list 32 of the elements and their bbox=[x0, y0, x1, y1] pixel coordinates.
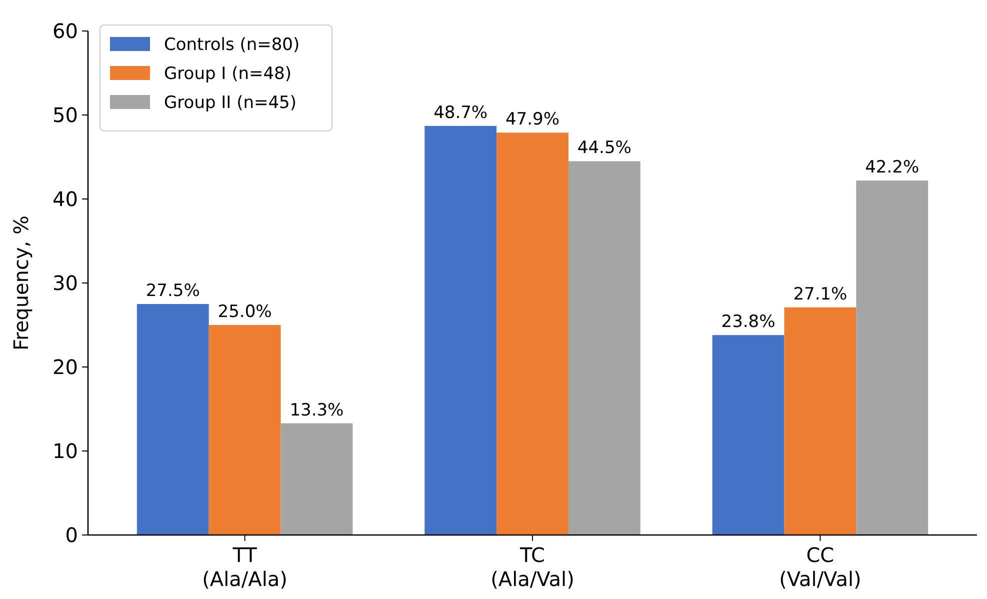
legend-label: Group II (n=45) bbox=[164, 92, 297, 113]
y-tick-label: 0 bbox=[65, 523, 78, 547]
bar bbox=[496, 132, 568, 535]
data-label: 25.0% bbox=[218, 302, 272, 322]
legend-label: Group I (n=48) bbox=[164, 64, 292, 84]
y-axis-title: Frequency, % bbox=[9, 215, 33, 351]
bar bbox=[568, 161, 640, 535]
x-tick-label: TT (Ala/Ala) bbox=[202, 543, 288, 591]
data-label: 42.2% bbox=[865, 158, 920, 178]
legend-label: Controls (n=80) bbox=[164, 34, 300, 55]
bar bbox=[280, 423, 353, 535]
data-label: 13.3% bbox=[290, 400, 344, 420]
x-tick-label: TC (Ala/Val) bbox=[490, 543, 574, 591]
bar bbox=[424, 126, 497, 535]
y-tick-label: 30 bbox=[52, 271, 78, 295]
y-tick-label: 60 bbox=[52, 19, 78, 43]
y-tick-label: 20 bbox=[52, 355, 78, 379]
data-label: 27.5% bbox=[146, 281, 200, 301]
bar bbox=[208, 325, 281, 535]
bar bbox=[856, 180, 928, 535]
bar bbox=[784, 307, 856, 535]
data-label: 48.7% bbox=[434, 102, 488, 123]
data-label: 27.1% bbox=[793, 284, 848, 304]
data-label: 23.8% bbox=[721, 312, 776, 332]
y-tick-label: 50 bbox=[52, 103, 78, 127]
data-label: 44.5% bbox=[577, 138, 632, 158]
bar bbox=[712, 335, 784, 535]
y-tick-label: 40 bbox=[52, 187, 78, 211]
bar bbox=[136, 304, 209, 535]
x-tick-label: CC (Val/Val) bbox=[779, 543, 862, 591]
y-tick-label: 10 bbox=[52, 439, 78, 463]
data-label: 47.9% bbox=[505, 110, 560, 130]
